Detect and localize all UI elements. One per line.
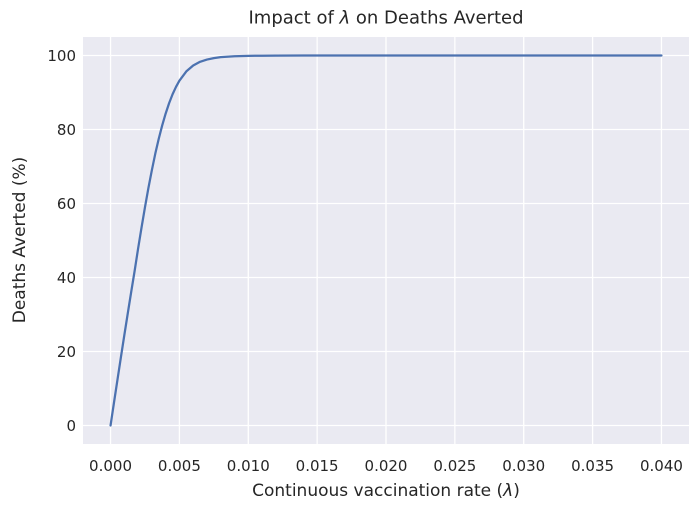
y-tick-label: 40 [56, 268, 76, 287]
chart-title-post: on Deaths Averted [350, 7, 524, 29]
y-axis-label: Deaths Averted (%) [10, 156, 30, 324]
x-tick-label: 0.025 [433, 457, 477, 475]
x-axis-label-pre: Continuous vaccination rate ( [252, 481, 504, 501]
x-tick-label: 0.015 [295, 457, 339, 475]
x-tick-label: 0.030 [502, 457, 546, 475]
x-axis-label: Continuous vaccination rate (λ) [252, 481, 520, 501]
deaths-averted-curve [109, 54, 663, 427]
x-tick-label: 0.040 [639, 457, 683, 475]
x-tick-label: 0.020 [364, 457, 408, 475]
lambda-symbol: λ [339, 7, 351, 29]
x-tick-label: 0.005 [157, 457, 201, 475]
line-series [109, 54, 663, 427]
gridlines [83, 37, 689, 444]
x-tick-label: 0.000 [89, 457, 133, 475]
y-tick-label: 20 [56, 342, 76, 361]
y-tick-label: 80 [56, 120, 76, 139]
plot-area [83, 37, 689, 444]
chart-title-pre: Impact of [248, 7, 340, 29]
y-tick-label: 100 [47, 46, 76, 65]
y-tick-label: 0 [66, 416, 76, 435]
x-tick-label: 0.010 [226, 457, 270, 475]
x-tick-label: 0.035 [571, 457, 615, 475]
y-tick-label: 60 [56, 194, 76, 213]
chart-title: Impact of λ on Deaths Averted [248, 8, 523, 29]
x-axis-label-post: ) [513, 481, 520, 501]
lambda-symbol: λ [503, 481, 514, 501]
